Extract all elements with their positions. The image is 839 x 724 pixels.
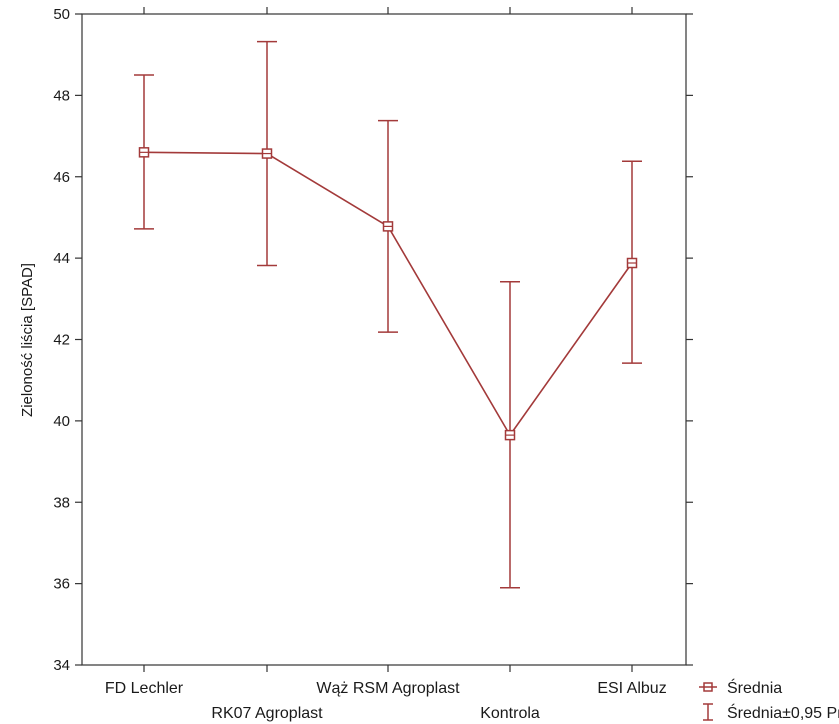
plot-area <box>81 13 687 666</box>
mean-point <box>261 148 273 159</box>
y-tick-label: 38 <box>53 494 70 511</box>
y-tick-label: 36 <box>53 576 70 593</box>
y-tick-label: 44 <box>53 250 70 267</box>
mean-point <box>382 221 394 232</box>
y-axis: 34 36 38 40 42 44 46 48 50 <box>53 6 693 674</box>
y-axis-title: Zieloność liścia [SPAD] <box>19 263 36 417</box>
mean-point <box>504 429 516 441</box>
legend-mean-marker <box>699 682 717 692</box>
mean-point <box>626 257 638 269</box>
legend-ci-label: Średnia±0,95 Przedział ufności <box>727 703 839 722</box>
x-tick-label: FD Lechler <box>105 680 184 697</box>
x-tick-label: Kontrola <box>480 705 540 722</box>
legend: Średnia Średnia±0,95 Przedział ufności <box>699 678 839 722</box>
y-tick-label: 42 <box>53 332 70 349</box>
x-axis: FD Lechler RK07 Agroplast Wąż RSM Agroplas… <box>105 7 667 722</box>
legend-mean-label: Średnia <box>727 678 782 697</box>
y-tick-label: 50 <box>53 6 70 23</box>
x-tick-label: ESI Albuz <box>597 680 666 697</box>
y-tick-label: 34 <box>53 657 70 674</box>
x-tick-label: Wąż RSM Agroplast <box>316 680 460 697</box>
y-tick-label: 46 <box>53 169 70 186</box>
y-tick-label: 40 <box>53 413 70 430</box>
legend-ci-marker <box>703 703 713 721</box>
data-points <box>138 147 638 441</box>
y-tick-label: 48 <box>53 87 70 104</box>
mean-point <box>138 147 150 158</box>
x-tick-label: RK07 Agroplast <box>211 705 323 722</box>
